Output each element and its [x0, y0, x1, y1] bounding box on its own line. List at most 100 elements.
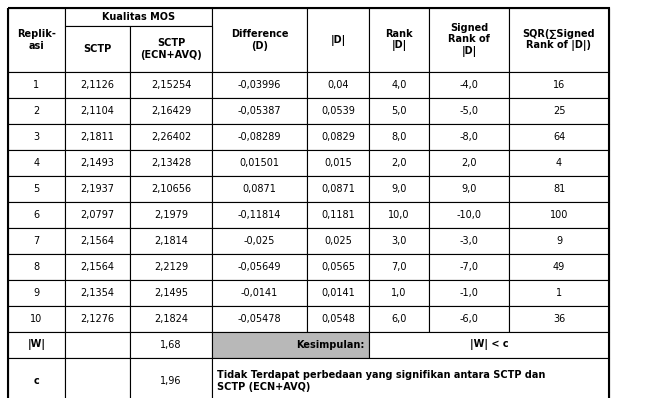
Text: -0,05649: -0,05649: [237, 262, 281, 272]
Bar: [130, 306, 212, 332]
Bar: [212, 72, 307, 98]
Bar: [307, 254, 369, 280]
Text: 36: 36: [553, 314, 565, 324]
Bar: [509, 228, 609, 254]
Bar: [307, 306, 369, 332]
Text: 2,1811: 2,1811: [81, 132, 115, 142]
Bar: [429, 306, 509, 332]
Text: -0,05387: -0,05387: [237, 106, 281, 116]
Text: 2,0: 2,0: [461, 158, 477, 168]
Bar: [369, 332, 609, 358]
Text: 6: 6: [34, 210, 39, 220]
Text: SCTP
(ECN+AVQ): SCTP (ECN+AVQ): [140, 38, 202, 60]
Text: 0,0871: 0,0871: [321, 184, 355, 194]
Bar: [429, 202, 509, 228]
Text: 7: 7: [34, 236, 39, 246]
Bar: [130, 202, 212, 228]
Bar: [509, 202, 609, 228]
Bar: [65, 150, 130, 176]
Bar: [65, 176, 130, 202]
Bar: [212, 306, 307, 332]
Text: 0,0565: 0,0565: [321, 262, 355, 272]
Bar: [509, 8, 609, 72]
Text: 0,04: 0,04: [327, 80, 349, 90]
Text: -6,0: -6,0: [459, 314, 478, 324]
Bar: [212, 254, 307, 280]
Bar: [8, 358, 65, 398]
Text: 1,68: 1,68: [160, 340, 182, 350]
Text: 100: 100: [550, 210, 568, 220]
Text: 49: 49: [553, 262, 565, 272]
Bar: [369, 202, 429, 228]
Bar: [8, 8, 65, 72]
Bar: [130, 98, 212, 124]
Bar: [65, 202, 130, 228]
Text: SQR(∑Signed
Rank of |D|): SQR(∑Signed Rank of |D|): [523, 29, 595, 51]
Bar: [8, 150, 65, 176]
Text: 2,10656: 2,10656: [151, 184, 191, 194]
Bar: [307, 124, 369, 150]
Bar: [307, 228, 369, 254]
Text: 4: 4: [34, 158, 39, 168]
Text: |D|: |D|: [331, 35, 345, 45]
Text: 2,1126: 2,1126: [80, 80, 115, 90]
Bar: [369, 228, 429, 254]
Bar: [130, 124, 212, 150]
Bar: [307, 280, 369, 306]
Text: 2,0797: 2,0797: [80, 210, 115, 220]
Bar: [130, 26, 212, 72]
Bar: [8, 254, 65, 280]
Bar: [307, 98, 369, 124]
Bar: [8, 202, 65, 228]
Text: 0,0141: 0,0141: [321, 288, 355, 298]
Bar: [212, 8, 307, 72]
Bar: [8, 228, 65, 254]
Bar: [8, 72, 65, 98]
Text: 1: 1: [34, 80, 39, 90]
Text: Difference
(D): Difference (D): [231, 29, 289, 51]
Bar: [429, 124, 509, 150]
Bar: [65, 358, 130, 398]
Bar: [429, 8, 509, 72]
Bar: [65, 306, 130, 332]
Text: Replik-
asi: Replik- asi: [17, 29, 56, 51]
Text: |W| < c: |W| < c: [470, 339, 509, 351]
Text: 0,015: 0,015: [324, 158, 352, 168]
Bar: [429, 176, 509, 202]
Text: 5,0: 5,0: [391, 106, 407, 116]
Bar: [212, 202, 307, 228]
Bar: [130, 358, 212, 398]
Bar: [369, 176, 429, 202]
Bar: [369, 280, 429, 306]
Text: 2,26402: 2,26402: [151, 132, 191, 142]
Bar: [509, 254, 609, 280]
Text: 4: 4: [556, 158, 562, 168]
Bar: [8, 332, 65, 358]
Text: -3,0: -3,0: [459, 236, 478, 246]
Text: 2,1979: 2,1979: [154, 210, 188, 220]
Text: 2,1354: 2,1354: [80, 288, 115, 298]
Text: -0,03996: -0,03996: [238, 80, 281, 90]
Text: -7,0: -7,0: [459, 262, 479, 272]
Text: 0,0829: 0,0829: [321, 132, 355, 142]
Text: |W|: |W|: [28, 339, 45, 351]
Text: Kualitas MOS: Kualitas MOS: [102, 12, 175, 22]
Bar: [65, 8, 212, 26]
Bar: [8, 124, 65, 150]
Bar: [130, 150, 212, 176]
Bar: [429, 254, 509, 280]
Text: 0,1181: 0,1181: [321, 210, 355, 220]
Text: 1,0: 1,0: [391, 288, 407, 298]
Bar: [369, 8, 429, 72]
Text: 2,1564: 2,1564: [80, 236, 115, 246]
Bar: [65, 332, 130, 358]
Bar: [130, 332, 212, 358]
Text: 2,1104: 2,1104: [81, 106, 115, 116]
Bar: [369, 306, 429, 332]
Text: 10,0: 10,0: [388, 210, 410, 220]
Bar: [212, 228, 307, 254]
Text: 2,15254: 2,15254: [151, 80, 191, 90]
Bar: [369, 72, 429, 98]
Bar: [65, 26, 130, 72]
Text: 0,01501: 0,01501: [239, 158, 280, 168]
